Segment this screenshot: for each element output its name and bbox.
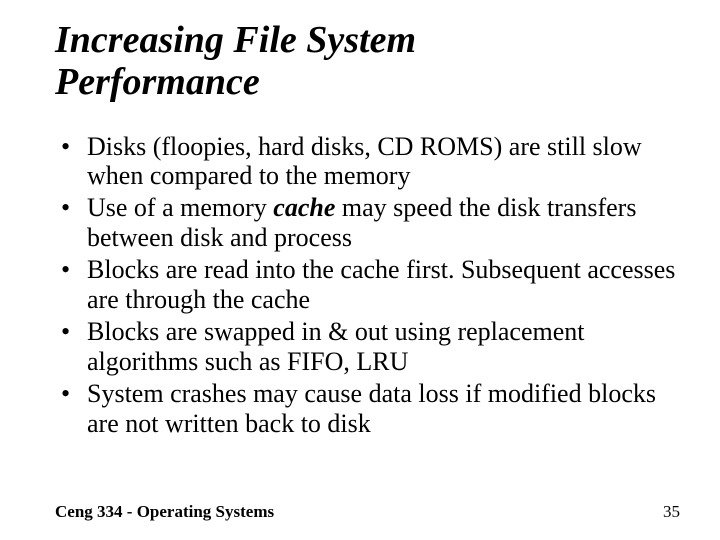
bullet-text: Disks (floopies, hard disks, CD ROMS) ar… xyxy=(87,132,642,191)
title-line-1: Increasing File System xyxy=(55,19,416,61)
list-item: Blocks are read into the cache first. Su… xyxy=(55,255,680,315)
bullet-text-pre: Use of a memory xyxy=(87,193,273,222)
bullet-text: Blocks are swapped in & out using replac… xyxy=(87,317,584,376)
list-item: Use of a memory cache may speed the disk… xyxy=(55,193,680,253)
bullet-text-em: cache xyxy=(273,193,335,222)
page-number: 35 xyxy=(663,502,680,522)
bullet-text: Blocks are read into the cache first. Su… xyxy=(87,255,675,314)
bullet-list: Disks (floopies, hard disks, CD ROMS) ar… xyxy=(55,132,680,439)
bullet-text: System crashes may cause data loss if mo… xyxy=(87,379,656,438)
footer: Ceng 334 - Operating Systems 35 xyxy=(55,502,680,522)
list-item: Disks (floopies, hard disks, CD ROMS) ar… xyxy=(55,132,680,192)
title-line-2: Performance xyxy=(55,61,260,103)
slide: Increasing File System Performance Disks… xyxy=(0,0,720,540)
list-item: Blocks are swapped in & out using replac… xyxy=(55,317,680,377)
list-item: System crashes may cause data loss if mo… xyxy=(55,379,680,439)
slide-title: Increasing File System Performance xyxy=(55,20,680,104)
footer-course: Ceng 334 - Operating Systems xyxy=(55,502,274,522)
